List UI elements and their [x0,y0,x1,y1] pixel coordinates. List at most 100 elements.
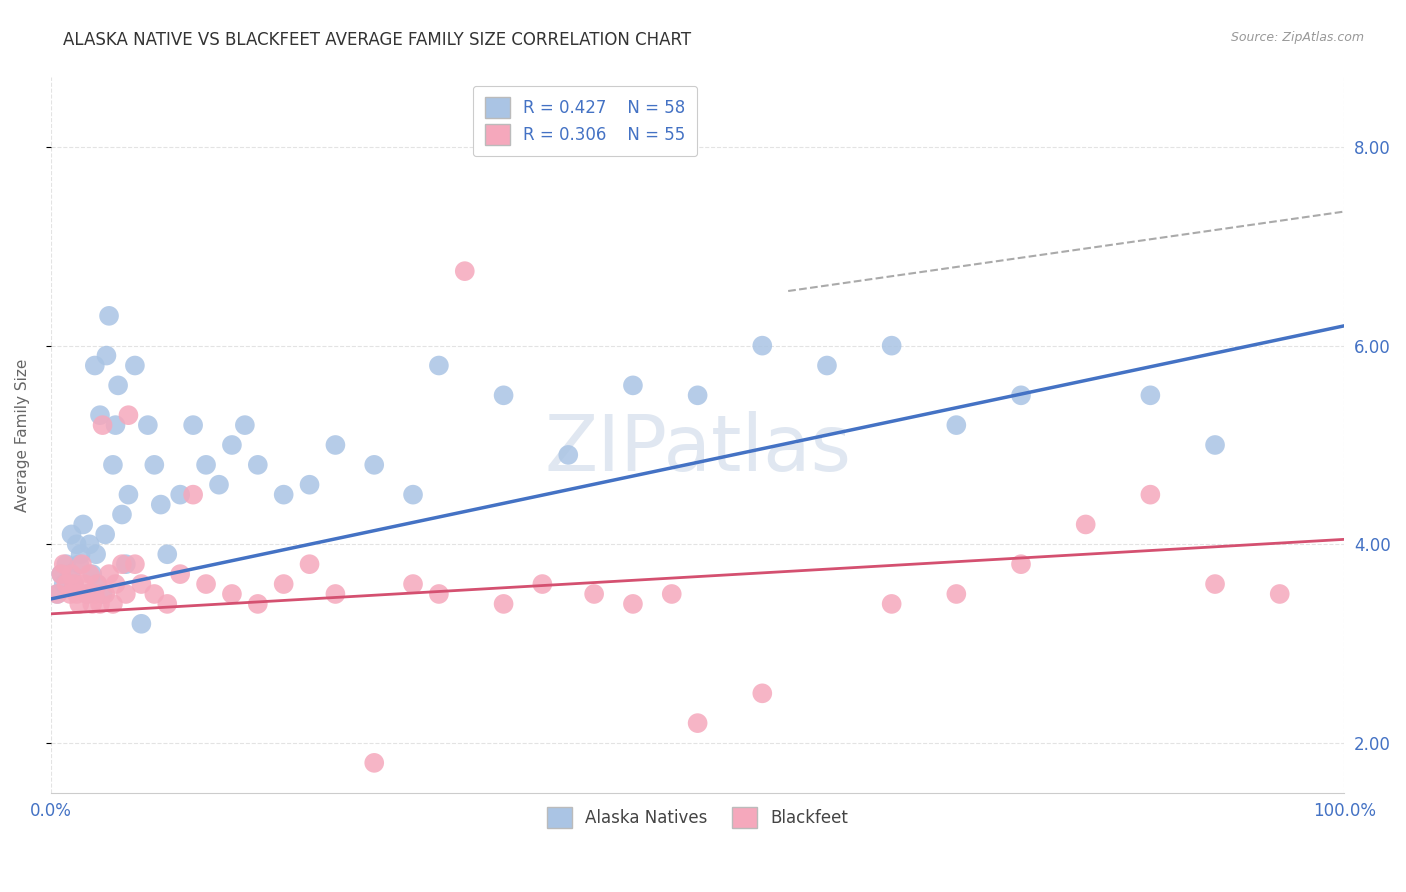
Point [402,488,425,502]
Point [208,477,231,491]
Point [86,577,108,591]
Point [557,448,579,462]
Point [621,378,644,392]
Point [104,418,127,433]
Point [66,587,89,601]
Point [945,418,967,433]
Point [111,557,134,571]
Point [1268,587,1291,601]
Point [67,597,90,611]
Point [427,587,450,601]
Point [55,577,77,591]
Point [94,527,117,541]
Point [1139,388,1161,402]
Point [169,567,191,582]
Point [131,577,153,591]
Point [1010,388,1032,402]
Point [98,309,121,323]
Point [82,567,104,582]
Text: Source: ZipAtlas.com: Source: ZipAtlas.com [1230,31,1364,45]
Point [83,587,105,601]
Point [67,557,90,571]
Point [246,597,269,611]
Point [492,597,515,611]
Point [96,349,118,363]
Point [84,547,107,561]
Point [83,359,105,373]
Point [181,488,204,502]
Point [454,264,477,278]
Point [156,597,179,611]
Point [115,557,138,571]
Point [76,587,98,601]
Legend: Alaska Natives, Blackfeet: Alaska Natives, Blackfeet [540,801,855,834]
Point [1010,557,1032,571]
Point [124,359,146,373]
Point [492,388,515,402]
Point [661,587,683,601]
Point [169,488,191,502]
Point [101,458,124,472]
Point [98,567,121,582]
Point [111,508,134,522]
Point [325,438,347,452]
Point [91,418,114,433]
Text: ZIPatlas: ZIPatlas [544,411,851,487]
Point [181,418,204,433]
Point [136,418,159,433]
Point [402,577,425,591]
Point [427,359,450,373]
Point [59,587,82,601]
Point [751,338,773,352]
Point [51,567,73,582]
Point [1074,517,1097,532]
Point [94,587,117,601]
Point [298,477,321,491]
Point [233,418,256,433]
Point [82,597,104,611]
Point [156,547,179,561]
Point [221,587,243,601]
Point [273,577,295,591]
Point [686,716,709,731]
Y-axis label: Average Family Size: Average Family Size [15,359,30,512]
Point [273,488,295,502]
Point [76,587,98,601]
Point [63,577,86,591]
Point [363,756,385,770]
Point [51,567,73,582]
Point [195,577,218,591]
Point [945,587,967,601]
Point [815,359,838,373]
Point [880,597,903,611]
Point [52,577,75,591]
Point [117,488,139,502]
Point [143,458,166,472]
Point [55,557,77,571]
Point [79,567,101,582]
Point [621,597,644,611]
Point [363,458,385,472]
Point [531,577,554,591]
Point [70,557,93,571]
Point [46,587,69,601]
Point [91,587,114,601]
Text: ALASKA NATIVE VS BLACKFEET AVERAGE FAMILY SIZE CORRELATION CHART: ALASKA NATIVE VS BLACKFEET AVERAGE FAMIL… [63,31,692,49]
Point [115,587,138,601]
Point [72,517,94,532]
Point [107,378,129,392]
Point [686,388,709,402]
Point [66,537,89,551]
Point [583,587,606,601]
Point [52,557,75,571]
Point [751,686,773,700]
Point [104,577,127,591]
Point [1204,438,1226,452]
Point [149,498,172,512]
Point [73,577,96,591]
Point [59,567,82,582]
Point [195,458,218,472]
Point [63,577,86,591]
Point [1139,488,1161,502]
Point [325,587,347,601]
